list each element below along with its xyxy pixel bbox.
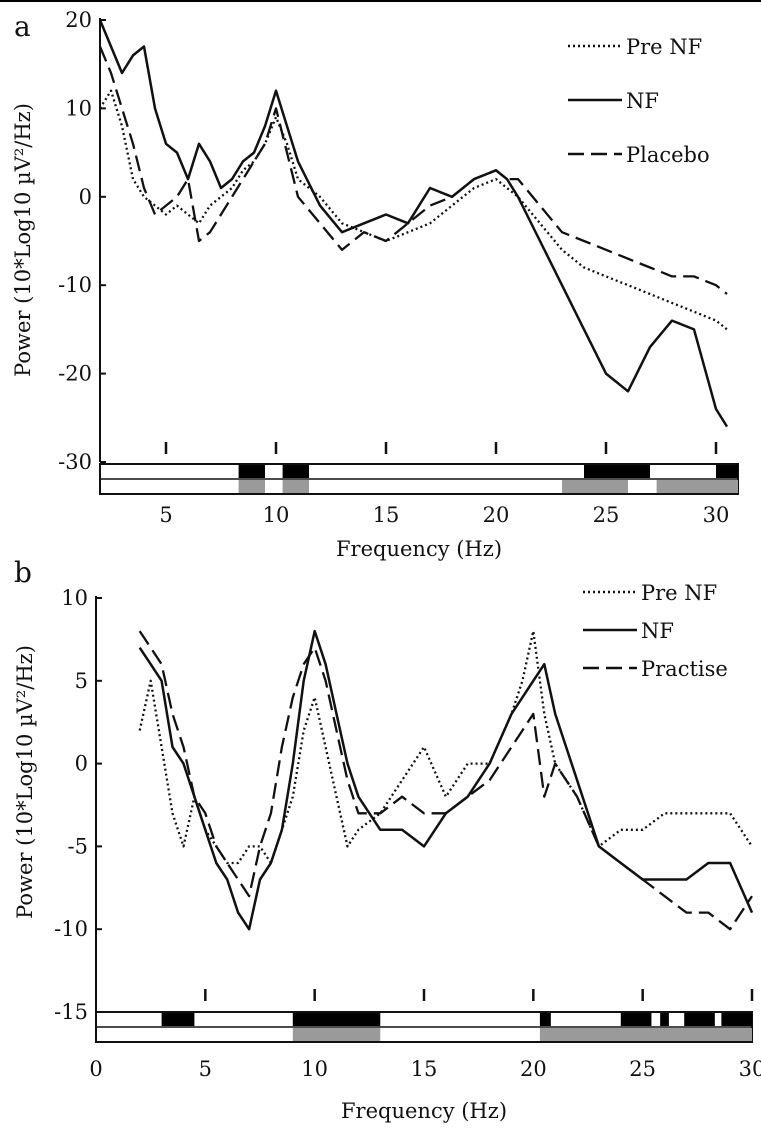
chart-b-significance-gray — [539, 1028, 752, 1041]
chart-a-y-tick-label: -30 — [58, 450, 92, 474]
chart-a-y-tick-label: 10 — [65, 96, 92, 120]
chart-b-y-axis-label: Power (10*Log10 µV²/Hz) — [13, 645, 37, 919]
chart-a-significance-gray — [238, 480, 265, 493]
chart-a-y-axis-label: Power (10*Log10 µV²/Hz) — [11, 103, 35, 377]
chart-b-y-tick-label: -15 — [54, 1000, 88, 1024]
chart-a-x-tick-label: 30 — [703, 503, 730, 527]
chart-a-significance-gray — [656, 480, 738, 493]
chart-a-x-tick-label: 15 — [373, 503, 400, 527]
chart-b-significance-black — [292, 1013, 381, 1026]
chart-a-x-tick-label: 5 — [159, 503, 172, 527]
chart-b-panel-label: b — [14, 556, 32, 589]
chart-a-panel-label: a — [14, 10, 31, 43]
chart-a-significance-black — [584, 465, 650, 478]
chart-b-y-tick-label: 10 — [61, 586, 88, 610]
chart-a-series-nf — [98, 19, 729, 428]
chart-a-x-tick-label: 20 — [483, 503, 510, 527]
chart-b-x-tick-label: 10 — [301, 1057, 328, 1081]
chart-a-significance-gray — [282, 480, 309, 493]
chart-b-x-tick-label: 0 — [89, 1057, 102, 1081]
chart-a-legend-label: NF — [626, 89, 659, 113]
chart-a-x-axis-label: Frequency (Hz) — [336, 537, 502, 561]
chart-b-significance-gray — [292, 1028, 381, 1041]
chart-b-x-tick-label: 20 — [520, 1057, 547, 1081]
chart-b-significance-black — [660, 1013, 669, 1026]
chart-a-y-tick-label: -20 — [58, 362, 92, 386]
chart-a-significance-black — [282, 465, 309, 478]
chart-b-significance-black — [539, 1013, 551, 1026]
chart-b-legend-label: Practise — [641, 657, 728, 681]
chart-a-significance-black — [716, 465, 738, 478]
chart-b-significance-black — [620, 1013, 652, 1026]
top-rule — [0, 0, 761, 2]
chart-b-x-tick-label: 15 — [411, 1057, 438, 1081]
chart-a-significance-black — [238, 465, 265, 478]
chart-a-series-placebo — [98, 46, 728, 295]
chart-b-series-pre-nf — [138, 629, 753, 865]
chart-b-series-practise — [138, 630, 753, 931]
chart-b-significance-black — [161, 1013, 195, 1026]
chart-a-y-tick-label: 0 — [79, 185, 92, 209]
chart-b-x-tick-label: 25 — [629, 1057, 656, 1081]
chart-b-y-tick-label: 0 — [75, 752, 88, 776]
chart-a-y-tick-label: 20 — [65, 8, 92, 32]
chart-b-x-tick-label: 5 — [199, 1057, 212, 1081]
chart-a-legend-label: Pre NF — [626, 35, 702, 59]
chart-a-legend-label: Placebo — [626, 143, 710, 167]
chart-a-y-tick-label: -10 — [58, 273, 92, 297]
chart-a-significance-gray — [562, 480, 628, 493]
chart-b-y-tick-label: 5 — [75, 669, 88, 693]
chart-b-y-tick-label: -10 — [54, 917, 88, 941]
chart-b-legend-label: Pre NF — [641, 581, 717, 605]
chart-b-significance-black — [684, 1013, 715, 1026]
chart-b-y-tick-label: -5 — [68, 834, 88, 858]
chart-a-x-tick-label: 10 — [263, 503, 290, 527]
chart-b-x-tick-label: 30 — [739, 1057, 761, 1081]
chart-b-x-axis-label: Frequency (Hz) — [341, 1099, 507, 1123]
chart-b-significance-black — [721, 1013, 752, 1026]
chart-b-legend-label: NF — [641, 619, 674, 643]
chart-a-x-tick-label: 25 — [593, 503, 620, 527]
